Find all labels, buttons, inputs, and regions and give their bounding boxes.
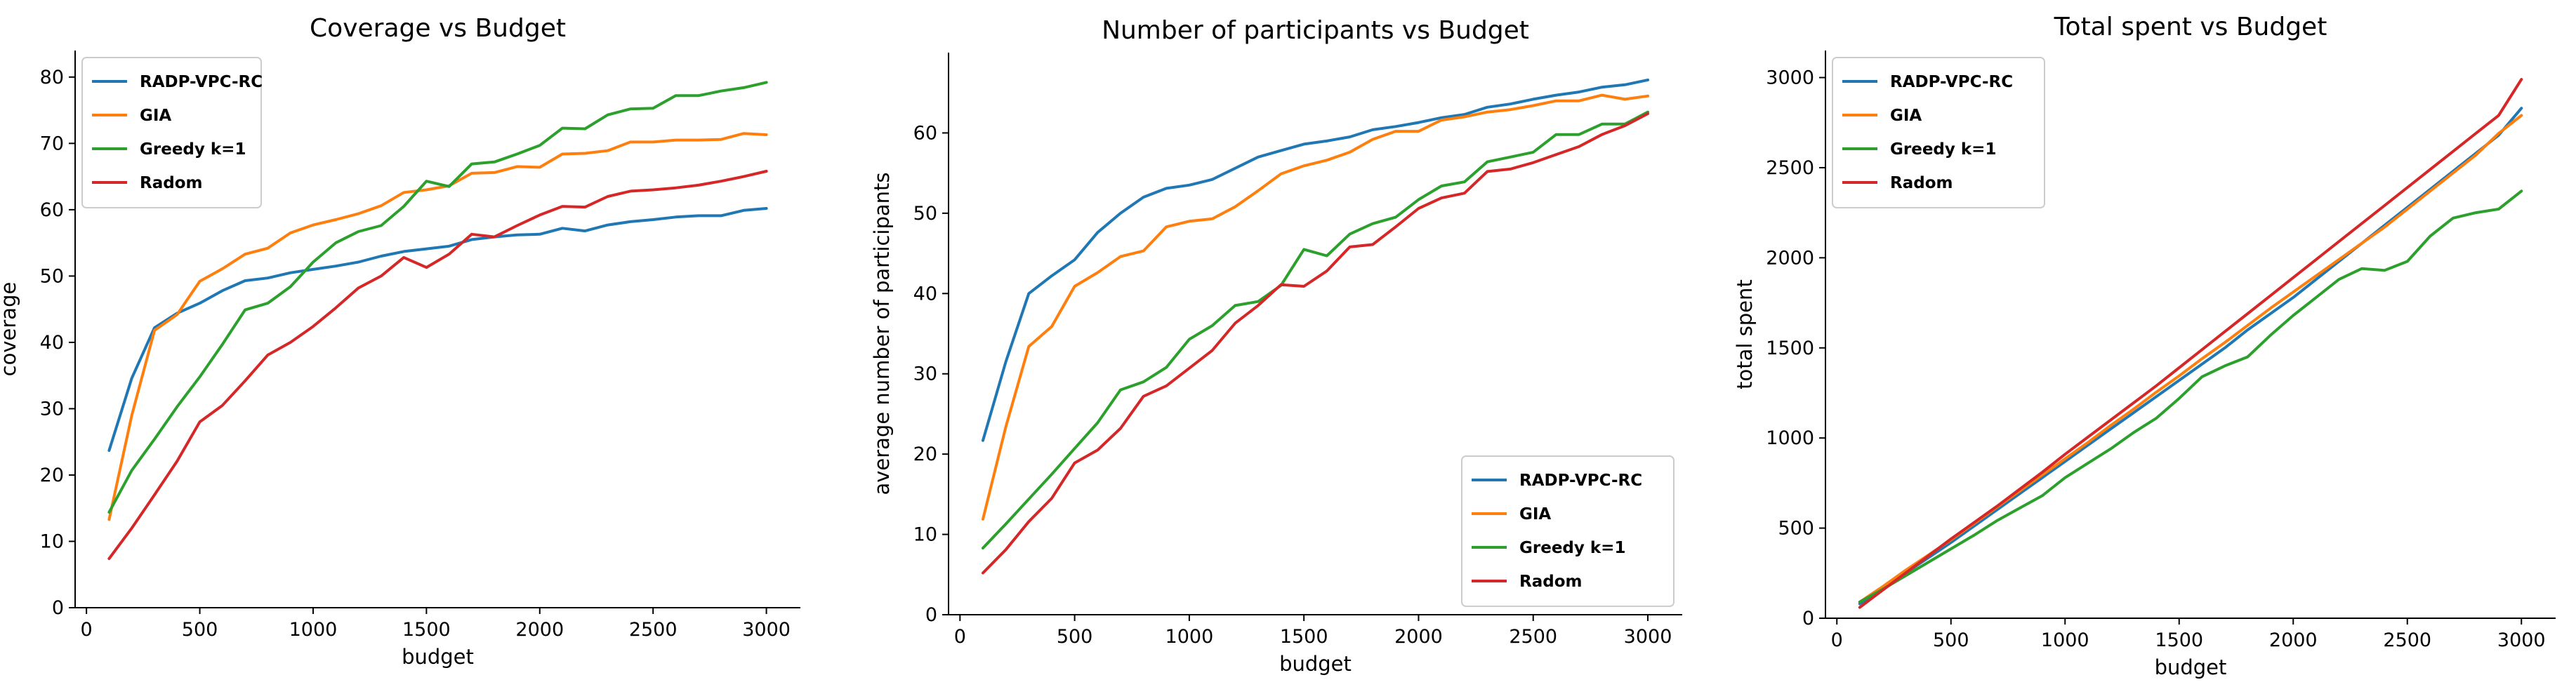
series-lines	[982, 78, 1649, 575]
y-axis-label: total spent	[1733, 279, 1757, 389]
series-line-greedy-k-1	[1858, 189, 2523, 603]
participants-chart: Number of participants vs Budget budget …	[870, 16, 1682, 676]
x-tick-label: 2000	[2269, 629, 2318, 651]
x-tick-label: 2000	[1394, 626, 1443, 648]
legend-label: GIA	[1890, 107, 1922, 125]
total-spent-chart: Total spent vs Budget budget total spent…	[1733, 13, 2556, 679]
series-line-radp-vpc-rc	[1858, 107, 2523, 606]
y-axis-label: coverage	[0, 282, 20, 377]
x-tick-label: 3000	[1624, 626, 1672, 648]
coverage-chart: Coverage vs Budget budget coverage 0 500 1…	[0, 14, 800, 669]
series-lines	[1858, 78, 2523, 609]
legend-label: GIA	[140, 107, 171, 125]
y-tick-label: 30	[913, 363, 937, 385]
y-tick-label: 20	[40, 465, 64, 486]
x-tick-label: 2500	[1509, 626, 1557, 648]
x-tick-label: 3000	[742, 619, 791, 641]
y-tick-label: 3000	[1766, 67, 1814, 89]
legend-label: Greedy k=1	[1519, 539, 1625, 557]
x-axis-label: budget	[1279, 652, 1352, 676]
y-tick-label: 40	[40, 332, 64, 354]
y-axis-label: average number of participants	[870, 172, 894, 495]
chart-title: Number of participants vs Budget	[1102, 16, 1529, 45]
axis-ticks: 0 500 1000 1500 2000 2500 3000 0 500 1000 1500 2000…	[1766, 51, 2556, 651]
x-tick-label: 1500	[1280, 626, 1328, 648]
y-tick-label: 30	[40, 398, 64, 420]
x-tick-label: 1000	[2041, 629, 2089, 651]
x-tick-label: 1000	[1165, 626, 1214, 648]
chart-title: Total spent vs Budget	[2054, 13, 2327, 41]
legend-label: Radom	[1519, 573, 1582, 591]
y-tick-label: 1000	[1766, 427, 1814, 449]
series-line-greedy-k-1	[107, 81, 768, 514]
y-tick-label: 2500	[1766, 157, 1814, 179]
y-tick-label: 1500	[1766, 338, 1814, 359]
x-tick-label: 1000	[289, 619, 338, 641]
axis-ticks: 0 500 1000 1500 2000 2500 3000 0 10 20 30 40 50 60	[913, 53, 1682, 648]
legend-box	[1461, 455, 1675, 607]
legend-label: Greedy k=1	[1890, 140, 1996, 159]
series-lines	[107, 81, 768, 561]
y-tick-label: 0	[1802, 608, 1814, 629]
y-tick-label: 0	[52, 597, 64, 619]
legend-box	[1832, 57, 2045, 208]
y-tick-label: 70	[40, 133, 64, 154]
legend-label: GIA	[1519, 505, 1551, 523]
x-axis-label: budget	[402, 645, 474, 669]
series-line-gia	[107, 132, 768, 521]
x-tick-label: 500	[1933, 629, 1969, 651]
x-tick-label: 2000	[515, 619, 564, 641]
legend: RADP-VPC-RC GIA Greedy k=1 Radom	[1832, 57, 2045, 208]
series-line-radp-vpc-rc	[107, 207, 768, 452]
x-tick-label: 0	[954, 626, 966, 648]
x-tick-label: 2500	[2383, 629, 2431, 651]
x-tick-label: 0	[1831, 629, 1843, 651]
y-tick-label: 500	[1778, 518, 1814, 540]
y-tick-label: 50	[40, 265, 64, 287]
series-line-radp-vpc-rc	[982, 78, 1649, 442]
series-line-gia	[982, 93, 1649, 521]
y-tick-label: 60	[40, 199, 64, 221]
y-tick-label: 10	[40, 530, 64, 552]
x-tick-label: 0	[81, 619, 93, 641]
x-tick-label: 1500	[402, 619, 451, 641]
legend-label: RADP-VPC-RC	[140, 73, 263, 91]
legend-box	[81, 57, 262, 208]
y-tick-label: 60	[913, 122, 937, 144]
legend: RADP-VPC-RC GIA Greedy k=1 Radom	[1461, 455, 1675, 607]
x-tick-label: 3000	[2497, 629, 2546, 651]
y-tick-label: 20	[913, 443, 937, 465]
x-tick-label: 2500	[629, 619, 678, 641]
y-tick-label: 10	[913, 524, 937, 546]
legend-label: Radom	[140, 174, 202, 192]
axis-ticks: 0 500 1000 1500 2000 2500 3000 0 10 20 30 40 50 60 70 8…	[40, 51, 800, 641]
series-line-radom	[107, 170, 768, 561]
x-tick-label: 500	[1057, 626, 1093, 648]
series-line-radom	[1858, 78, 2523, 609]
series-line-radom	[982, 112, 1649, 575]
legend-label: Greedy k=1	[140, 140, 246, 159]
legend-label: RADP-VPC-RC	[1890, 73, 2013, 91]
chart-title: Coverage vs Budget	[310, 14, 566, 43]
y-tick-label: 50	[913, 203, 937, 225]
y-tick-label: 0	[925, 604, 937, 626]
legend: RADP-VPC-RC GIA Greedy k=1 Radom	[81, 57, 263, 208]
y-tick-label: 40	[913, 283, 937, 305]
legend-label: Radom	[1890, 174, 1953, 192]
x-tick-label: 1500	[2155, 629, 2203, 651]
y-tick-label: 80	[40, 67, 64, 88]
legend-label: RADP-VPC-RC	[1519, 472, 1642, 490]
y-tick-label: 2000	[1766, 247, 1814, 269]
x-tick-label: 500	[182, 619, 218, 641]
x-axis-label: budget	[2155, 655, 2227, 679]
series-line-greedy-k-1	[982, 110, 1649, 549]
